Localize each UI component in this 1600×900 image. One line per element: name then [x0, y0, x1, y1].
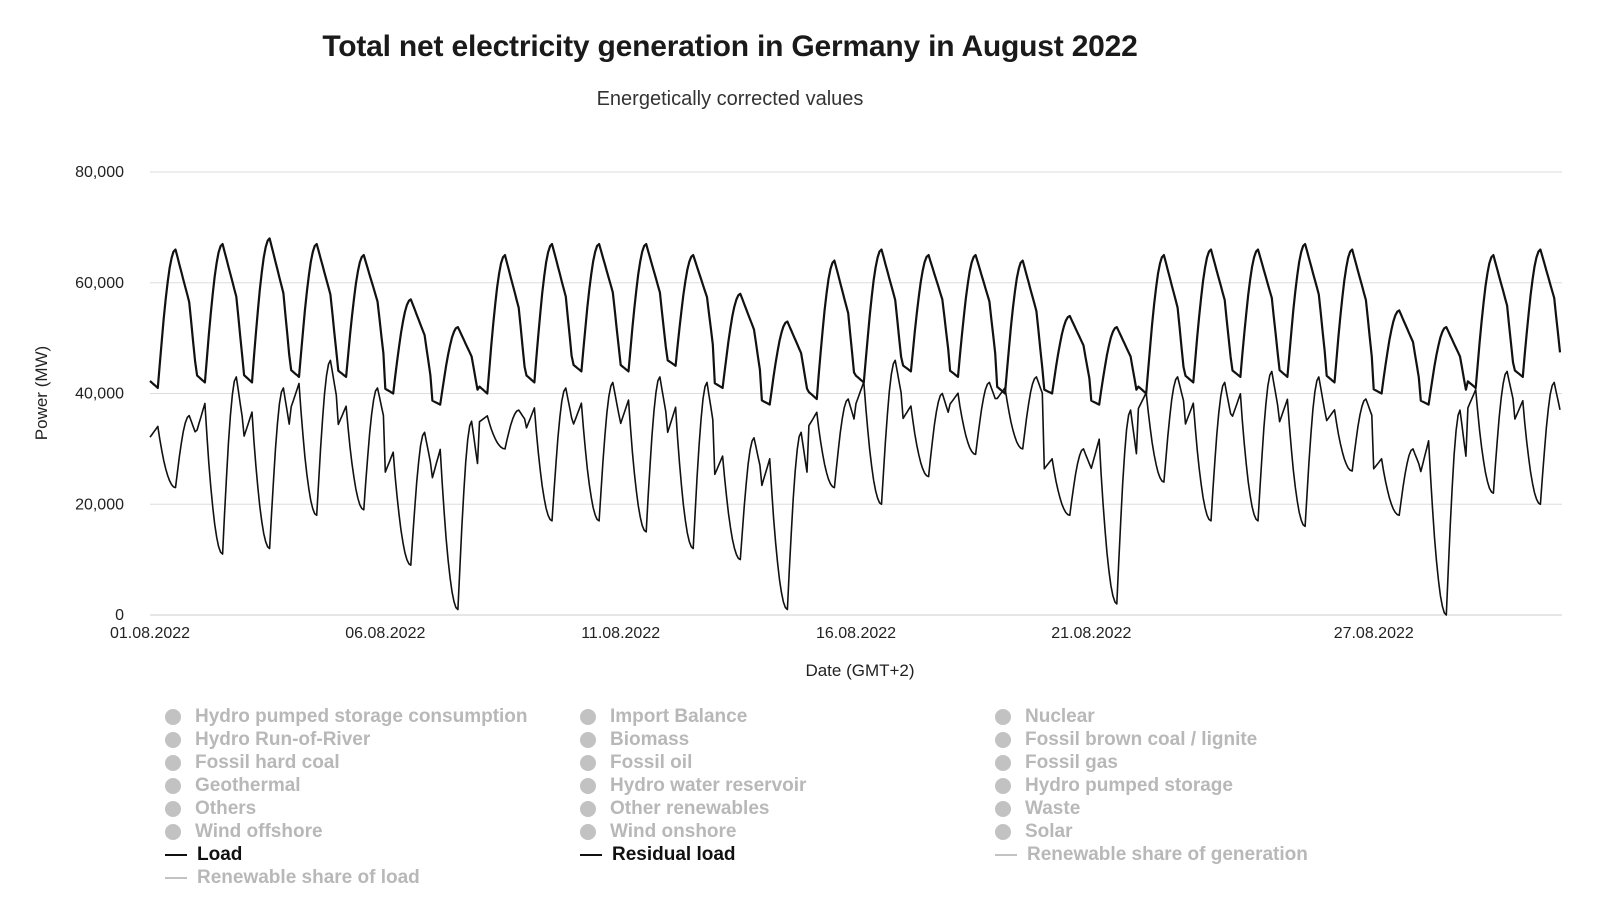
legend-item-wind-onshore[interactable]: Wind onshore [580, 820, 737, 844]
legend-item-residual-load[interactable]: Residual load [580, 843, 736, 867]
series-line-load[interactable] [149, 237, 1562, 406]
legend-item-nuclear[interactable]: Nuclear [995, 705, 1095, 729]
x-tick-label: 11.08.2022 [581, 625, 660, 642]
legend-label: Renewable share of load [197, 867, 420, 888]
legend-label: Others [195, 798, 257, 819]
x-tick-label: 21.08.2022 [1051, 625, 1131, 642]
y-tick-label: 60,000 [75, 275, 124, 292]
legend-item-load[interactable]: Load [165, 843, 242, 867]
legend-dot-icon [165, 801, 181, 817]
legend-label: Fossil hard coal [195, 752, 340, 773]
legend-label: Fossil gas [1025, 752, 1118, 773]
legend-item-fossil-hard-coal[interactable]: Fossil hard coal [165, 751, 340, 775]
chart-subtitle: Energetically corrected values [596, 88, 864, 110]
x-tick-label: 27.08.2022 [1334, 625, 1414, 642]
x-axis-title: Date (GMT+2) [805, 661, 914, 680]
legend-dot-icon [580, 824, 596, 840]
legend-item-fossil-gas[interactable]: Fossil gas [995, 751, 1118, 775]
legend-dot-icon [165, 709, 181, 725]
legend-label: Other renewables [610, 798, 770, 819]
legend-dot-icon [165, 755, 181, 771]
legend-dot-icon [995, 801, 1011, 817]
line-chart: 0 20,000 40,000 60,000 80,000 01.08.2022 06.0… [32, 164, 1562, 680]
legend-dot-icon [165, 824, 181, 840]
legend-label: Hydro Run-of-River [195, 729, 371, 750]
legend-label: Geothermal [195, 775, 301, 796]
legend-dot-icon [580, 778, 596, 794]
chart-title: Total net electricity generation in Germ… [322, 30, 1138, 63]
y-tick-label: 20,000 [75, 496, 124, 513]
legend-item-hydro-run-of-river[interactable]: Hydro Run-of-River [165, 728, 370, 752]
legend-label: Hydro pumped storage [1025, 775, 1233, 796]
legend-item-renewable-share-of-generation[interactable]: Renewable share of generation [995, 843, 1308, 867]
y-tick-label: 0 [115, 607, 124, 624]
legend-dot-icon [995, 755, 1011, 771]
legend-dot-icon [580, 732, 596, 748]
y-axis-title: Power (MW) [32, 346, 51, 440]
legend-label: Wind onshore [610, 821, 737, 842]
legend-label: Load [197, 844, 243, 865]
legend-label: Residual load [612, 844, 736, 865]
legend-label: Fossil oil [610, 752, 693, 773]
legend-label: Renewable share of generation [1027, 844, 1308, 865]
legend-item-wind-offshore[interactable]: Wind offshore [165, 820, 323, 844]
legend-dot-icon [580, 801, 596, 817]
legend-item-geothermal[interactable]: Geothermal [165, 774, 301, 798]
legend-item-renewable-share-of-load[interactable]: Renewable share of load [165, 866, 420, 890]
legend-item-hydro-pumped-storage[interactable]: Hydro pumped storage [995, 774, 1233, 798]
legend-item-others[interactable]: Others [165, 797, 256, 821]
legend-line-icon [995, 854, 1017, 856]
y-axis-ticks: 0 20,000 40,000 60,000 80,000 [75, 164, 124, 624]
legend-label: Import Balance [610, 706, 748, 727]
x-axis-ticks: 01.08.2022 06.08.2022 11.08.2022 16.08.2022… [110, 625, 1414, 642]
legend-label: Biomass [610, 729, 690, 750]
legend-dot-icon [580, 709, 596, 725]
legend-dot-icon [165, 732, 181, 748]
legend-label: Waste [1025, 798, 1081, 819]
series-line-residual-load[interactable] [149, 359, 1561, 616]
series-lines [149, 237, 1562, 616]
legend-item-hydro-pumped-storage-consumption[interactable]: Hydro pumped storage consumption [165, 705, 528, 729]
legend-dot-icon [995, 732, 1011, 748]
legend-label: Wind offshore [195, 821, 323, 842]
legend-item-solar[interactable]: Solar [995, 820, 1073, 844]
x-tick-label: 06.08.2022 [345, 625, 425, 642]
gridlines [150, 171, 1562, 616]
x-tick-label: 16.08.2022 [816, 625, 896, 642]
legend-label: Hydro pumped storage consumption [195, 706, 528, 727]
legend-label: Fossil brown coal / lignite [1025, 729, 1258, 750]
legend-line-icon [165, 877, 187, 879]
legend-dot-icon [995, 778, 1011, 794]
legend-label: Hydro water reservoir [610, 775, 807, 796]
legend-dot-icon [995, 709, 1011, 725]
legend-line-icon [580, 853, 602, 857]
legend-dot-icon [995, 824, 1011, 840]
legend-item-import-balance[interactable]: Import Balance [580, 705, 747, 729]
legend-dot-icon [580, 755, 596, 771]
legend-item-waste[interactable]: Waste [995, 797, 1080, 821]
y-tick-label: 40,000 [75, 386, 124, 403]
y-tick-label: 80,000 [75, 164, 124, 181]
legend-item-hydro-water-reservoir[interactable]: Hydro water reservoir [580, 774, 806, 798]
legend-item-biomass[interactable]: Biomass [580, 728, 689, 752]
legend-item-fossil-brown-coal-lignite[interactable]: Fossil brown coal / lignite [995, 728, 1257, 752]
legend-dot-icon [165, 778, 181, 794]
x-tick-label: 01.08.2022 [110, 625, 190, 642]
legend-label: Solar [1025, 821, 1073, 842]
legend-label: Nuclear [1025, 706, 1095, 727]
legend-item-other-renewables[interactable]: Other renewables [580, 797, 769, 821]
legend-line-icon [165, 853, 187, 857]
legend-item-fossil-oil[interactable]: Fossil oil [580, 751, 692, 775]
